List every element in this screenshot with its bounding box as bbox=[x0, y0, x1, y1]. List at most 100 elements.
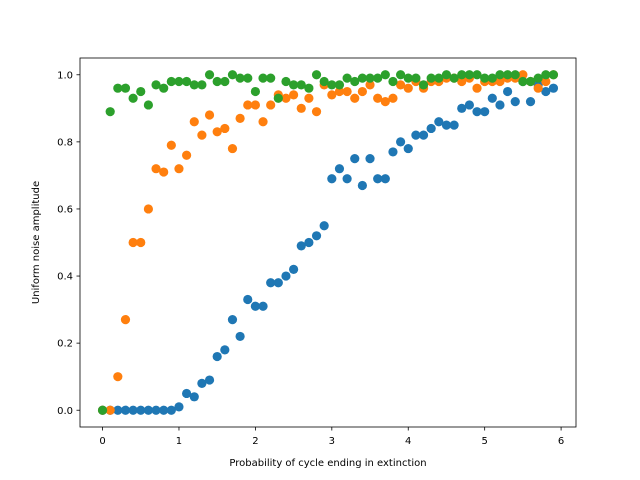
series-3-point bbox=[403, 73, 413, 83]
series-1-point bbox=[525, 97, 536, 107]
series-1-point bbox=[197, 378, 207, 388]
series-2-point bbox=[396, 80, 406, 90]
series-1-point bbox=[503, 86, 513, 97]
series-1-point bbox=[472, 107, 482, 117]
series-3-point bbox=[342, 73, 352, 83]
series-3-point bbox=[480, 73, 490, 83]
series-2-point bbox=[136, 237, 146, 248]
series-2-point bbox=[227, 143, 238, 154]
series-3-point bbox=[273, 93, 283, 103]
series-1-point bbox=[220, 345, 230, 355]
series-2-point bbox=[518, 70, 528, 80]
series-3-point bbox=[533, 73, 543, 83]
series-3-point bbox=[143, 100, 153, 110]
series-3-point bbox=[457, 70, 467, 80]
series-3-point bbox=[166, 76, 176, 87]
series-1-point bbox=[403, 143, 413, 154]
series-1-point bbox=[434, 117, 444, 127]
series-3-point bbox=[227, 70, 238, 80]
series-2-point bbox=[289, 90, 299, 100]
series-3-point bbox=[250, 86, 260, 97]
y-tick-label: 0.0 bbox=[57, 406, 73, 417]
series-3-point bbox=[243, 73, 253, 83]
series-1-point bbox=[357, 180, 367, 191]
series-1-point bbox=[281, 271, 291, 281]
series-3-point bbox=[266, 73, 276, 83]
series-1-point bbox=[258, 301, 268, 311]
series-1-point bbox=[441, 120, 452, 130]
series-1-point bbox=[510, 97, 520, 107]
series-3-point bbox=[548, 70, 559, 80]
y-tick-label: 0.6 bbox=[57, 205, 73, 216]
series-1-point bbox=[388, 147, 398, 157]
series-3-point bbox=[120, 83, 131, 93]
x-tick-label: 4 bbox=[405, 436, 411, 447]
series-2-point bbox=[304, 93, 314, 103]
series-1-point bbox=[143, 405, 153, 415]
series-1-point bbox=[273, 278, 283, 288]
series-3-point bbox=[289, 80, 299, 90]
series-1-point bbox=[350, 154, 360, 164]
series-1-point bbox=[304, 237, 314, 248]
plot-area bbox=[80, 58, 576, 427]
series-2-point bbox=[403, 83, 413, 93]
series-3-point bbox=[396, 70, 406, 80]
series-3-point bbox=[350, 76, 360, 87]
series-2-point bbox=[533, 83, 543, 93]
series-3-point bbox=[327, 80, 337, 90]
series-2-point bbox=[457, 76, 467, 87]
y-axis-ticks: 0.0 0.2 0.4 0.6 0.8 1.0 bbox=[57, 70, 80, 417]
y-tick-label: 0.2 bbox=[57, 339, 73, 350]
series-3-point bbox=[495, 70, 505, 80]
series-3-point bbox=[235, 73, 245, 83]
series-3-point bbox=[388, 76, 398, 87]
series-3-point bbox=[464, 70, 474, 80]
series-1-point bbox=[342, 174, 352, 184]
series-2-point bbox=[151, 164, 161, 174]
series-2-point bbox=[350, 93, 360, 103]
series-1-point bbox=[548, 83, 559, 93]
x-tick-label: 0 bbox=[99, 436, 105, 447]
series-2-point bbox=[220, 123, 230, 134]
series-3-point bbox=[319, 76, 329, 87]
series-2-point bbox=[189, 117, 199, 127]
series-2-point bbox=[342, 86, 352, 97]
y-tick-label: 0.8 bbox=[57, 137, 73, 148]
series-2-point bbox=[143, 204, 153, 214]
series-2-point bbox=[235, 113, 245, 123]
x-tick-label: 6 bbox=[558, 436, 564, 447]
series-1-point bbox=[541, 86, 551, 97]
series-1-point bbox=[212, 351, 222, 362]
series-1-point bbox=[380, 174, 390, 184]
series-1-point bbox=[373, 174, 383, 184]
series-2-point bbox=[357, 86, 367, 97]
x-axis-ticks: 0 1 2 3 4 5 6 bbox=[99, 427, 564, 447]
y-tick-label: 0.4 bbox=[57, 272, 73, 283]
series-2-point bbox=[204, 110, 215, 120]
series-1-point bbox=[449, 120, 459, 130]
series-1-point bbox=[296, 241, 306, 251]
series-1-point bbox=[411, 130, 421, 140]
series-2-point bbox=[197, 130, 207, 140]
series-2-point bbox=[365, 80, 375, 90]
series-3-point bbox=[151, 80, 161, 90]
series-2-point bbox=[327, 90, 337, 100]
series-1-point bbox=[243, 294, 253, 305]
series-2-point bbox=[472, 83, 482, 93]
series-3-point bbox=[525, 76, 536, 87]
series-3-point bbox=[220, 76, 230, 87]
series-1-point bbox=[227, 315, 238, 325]
series-3-point bbox=[128, 93, 138, 103]
series-1-point bbox=[418, 130, 429, 140]
series-1-point bbox=[250, 301, 260, 311]
series-3-point bbox=[373, 73, 383, 83]
series-2-point bbox=[495, 76, 505, 87]
data-points bbox=[97, 70, 559, 415]
series-3-point bbox=[365, 73, 375, 83]
series-1-point bbox=[120, 405, 131, 415]
series-1-point bbox=[495, 100, 505, 110]
series-3-point bbox=[487, 73, 497, 83]
series-3-point bbox=[380, 70, 390, 80]
x-tick-label: 3 bbox=[329, 436, 335, 447]
